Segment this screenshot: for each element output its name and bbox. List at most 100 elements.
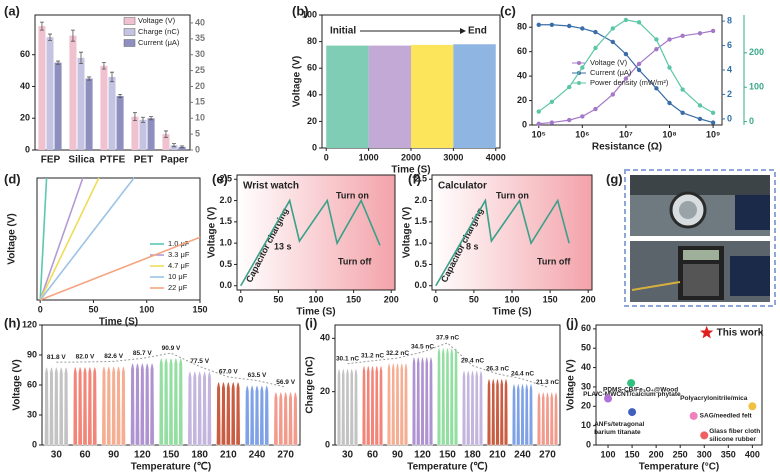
y3-tick-label: 200 <box>749 47 764 57</box>
marker <box>593 29 598 35</box>
y-tick-label: 60 <box>517 46 527 56</box>
line <box>39 177 135 301</box>
violin <box>158 357 184 446</box>
bar <box>108 76 116 150</box>
x-tick-label: 120 <box>414 450 431 461</box>
legend-label: 1.0 μF <box>168 239 190 248</box>
violin <box>187 371 212 446</box>
violin <box>436 347 459 446</box>
error-bar <box>39 21 44 31</box>
x-tick-label: 100 <box>601 449 616 459</box>
x-tick-label: 150 <box>192 304 207 314</box>
y2-tick-label: 15 <box>195 97 205 107</box>
y-tick-label: 0 <box>32 439 37 449</box>
value-label: 82.0 V <box>76 354 95 361</box>
legend-label: Power density (mW/m²) <box>590 78 669 87</box>
bar <box>326 45 369 149</box>
point-label: ANFs/tetragonal <box>594 421 644 428</box>
y-tick-label: 0 <box>25 144 30 154</box>
x-axis-label: Temperature (℃) <box>131 462 212 473</box>
point <box>748 402 757 411</box>
x-tick-label: 240 <box>249 450 266 461</box>
y-tick-label: 40 <box>320 333 330 343</box>
error-bar <box>70 29 75 42</box>
point-label: PLA/C-MWCNT/calcium phytate <box>583 391 681 398</box>
point <box>628 408 637 417</box>
envelope <box>56 352 286 388</box>
marker <box>536 121 541 126</box>
annotation: 8 s <box>466 241 479 251</box>
y3-tick-label: 0 <box>749 116 754 126</box>
y-tick-label: 60 <box>20 49 30 59</box>
plot-frame <box>36 177 201 301</box>
y2-tick-label: 20 <box>195 81 205 91</box>
point <box>627 379 636 388</box>
y-tick-label: 50 <box>581 343 591 353</box>
x-tick-label: 0 <box>324 152 329 162</box>
error-bar <box>56 60 61 65</box>
point-label: silicone rubber <box>709 436 756 443</box>
x-tick-label: 10⁵ <box>532 129 546 139</box>
violin <box>244 385 270 446</box>
annotation: Turn on <box>336 190 369 200</box>
point-label: barium titanate <box>594 429 641 436</box>
x-tick-label: 150 <box>346 294 361 304</box>
y-axis-label: Voltage (V) <box>7 213 18 264</box>
violin <box>536 391 559 446</box>
x-axis-label: Time (S) <box>99 317 138 328</box>
y-tick-label: 2.0 <box>414 195 427 205</box>
error-bar <box>79 51 83 64</box>
bar <box>116 96 124 150</box>
violin <box>130 363 155 446</box>
y-axis-label: Voltage (V) <box>292 56 303 107</box>
x-tick-label: 200 <box>581 294 596 304</box>
panel-label: (f) <box>408 171 421 186</box>
x-tick-label: 250 <box>673 449 688 459</box>
x-axis-label: Time (S) <box>296 307 335 318</box>
y-tick-label: 1.0 <box>414 238 427 248</box>
calculator-screen <box>683 250 719 260</box>
value-label: 85.7 V <box>133 350 152 357</box>
x-tick-label: 100 <box>139 304 154 314</box>
y2-tick-label: 0 <box>195 144 200 154</box>
x-tick-label: PET <box>134 155 153 166</box>
violin <box>511 383 534 446</box>
y-tick-label: 60 <box>27 379 37 389</box>
y-tick-label: 10 <box>581 420 591 430</box>
x-tick-label: 30 <box>51 450 63 461</box>
x-tick-label: Paper <box>161 155 189 166</box>
legend-swatch <box>123 17 136 25</box>
y-axis-label: Voltage (V) <box>12 359 23 410</box>
x-tick-label: 10⁹ <box>706 129 720 139</box>
x-tick-label: 30 <box>342 450 354 461</box>
x-tick-label: 3000 <box>443 152 463 162</box>
watch-dial <box>679 201 697 219</box>
annotation: End <box>468 26 487 37</box>
line <box>39 177 100 301</box>
y-tick-label: 0.0 <box>219 280 232 290</box>
x-tick-label: 150 <box>543 294 558 304</box>
panel-label: (i) <box>305 315 317 330</box>
legend-label: Voltage (V) <box>138 16 176 25</box>
value-label: 24.4 nC <box>511 371 534 378</box>
panel-label: (g) <box>606 171 623 186</box>
marker <box>580 26 585 31</box>
x-tick-label: 50 <box>88 304 98 314</box>
x-tick-label: 210 <box>220 450 237 461</box>
marker <box>667 100 672 106</box>
x-tick-label: 180 <box>464 450 481 461</box>
legend-marker <box>577 61 581 65</box>
point <box>604 394 613 403</box>
panel-label: (c) <box>500 3 516 18</box>
marker <box>593 106 598 112</box>
value-label: 21.3 nC <box>536 379 559 386</box>
x-tick-label: 400 <box>745 449 760 459</box>
legend-label: 3.3 μF <box>168 250 190 259</box>
y-axis-label: Voltage (V) <box>207 207 218 258</box>
panel-label: (b) <box>292 3 309 18</box>
y-tick-label: 100 <box>302 9 317 19</box>
marker <box>654 47 659 52</box>
violin <box>386 362 409 446</box>
marker <box>710 110 716 115</box>
